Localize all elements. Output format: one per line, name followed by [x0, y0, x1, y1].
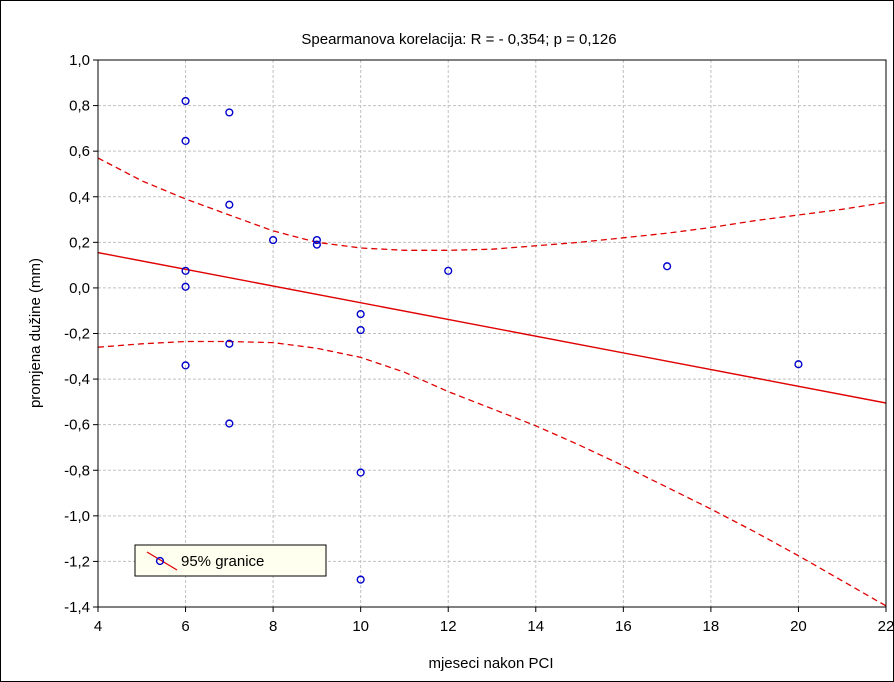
x-axis-label: mjeseci nakon PCI [428, 655, 553, 672]
x-tick-label: 18 [703, 618, 720, 635]
data-point [356, 468, 365, 477]
data-point [356, 325, 365, 335]
data-point [356, 575, 365, 584]
legend-point-swatch [155, 556, 165, 566]
legend: 95% granice [134, 544, 327, 577]
regression-line [98, 251, 886, 404]
y-tick-label: 0,4 [69, 189, 90, 206]
y-tick-label: 0,6 [69, 143, 90, 160]
data-point [225, 339, 234, 348]
data-point [444, 266, 453, 275]
x-tick-label: 10 [352, 618, 369, 635]
data-point [269, 235, 278, 245]
data-point [181, 96, 190, 106]
data-point [181, 361, 190, 370]
y-tick-label: -1,4 [64, 599, 90, 616]
data-point [181, 266, 190, 275]
data-point [181, 282, 190, 291]
data-point [663, 262, 672, 271]
x-tick-label: 8 [269, 618, 277, 635]
y-tick-label: -0,4 [64, 371, 90, 388]
plot-series [98, 96, 886, 607]
grid-lines [97, 59, 887, 608]
y-tick-label: -0,6 [64, 417, 90, 434]
data-point [312, 235, 321, 245]
x-axis-ticks: 4 6 8 10 12 14 16 18 20 22 [94, 607, 894, 635]
y-tick-label: -1,0 [64, 508, 90, 525]
x-tick-label: 16 [615, 618, 632, 635]
x-tick-label: 12 [440, 618, 457, 635]
ci-lower-curve [98, 340, 886, 607]
data-point [794, 360, 803, 369]
y-tick-label: -0,8 [64, 462, 90, 479]
y-tick-label: 1,0 [69, 52, 90, 69]
legend-label: 95% granice [181, 553, 264, 570]
x-tick-label: 6 [181, 618, 189, 635]
y-tick-label: 0,0 [69, 280, 90, 297]
y-tick-label: -0,2 [64, 326, 90, 343]
plot-area [98, 96, 886, 607]
x-tick-label: 22 [878, 618, 894, 635]
y-tick-label: 0,8 [69, 98, 90, 115]
x-tick-label: 14 [527, 618, 544, 635]
y-tick-label: -1,2 [64, 553, 90, 570]
data-point [225, 200, 234, 209]
y-axis-ticks: 1,0 0,8 0,6 0,4 0,2 0,0 -0,2 -0,4 -0,6 -0,8 -1,0 -1… [64, 52, 98, 616]
data-point [356, 310, 365, 319]
y-tick-label: 0,2 [69, 234, 90, 251]
ci-upper-curve [98, 157, 886, 251]
data-point [225, 108, 234, 117]
data-point [225, 419, 234, 428]
x-tick-label: 4 [94, 618, 102, 635]
data-point [181, 136, 190, 146]
y-axis-label: promjena dužine (mm) [27, 258, 44, 408]
x-tick-label: 20 [790, 618, 807, 635]
data-point [312, 240, 321, 249]
legend-line-swatch [146, 551, 178, 571]
chart-title: Spearmanova korelacija: R = - 0,354; p =… [301, 31, 616, 48]
legend-box [134, 544, 327, 577]
